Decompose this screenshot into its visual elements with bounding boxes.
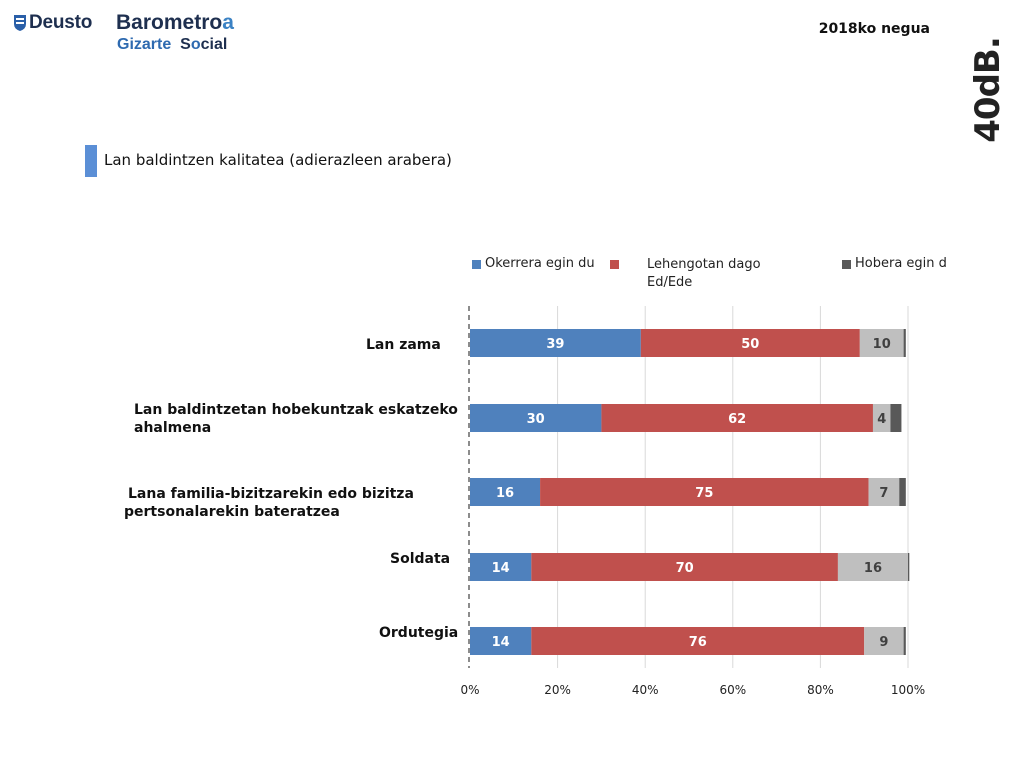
data-label: 16	[496, 486, 514, 501]
category-label-hobekuntzak: Lan baldintzetan hobekuntzak eskatzeko a…	[134, 402, 458, 436]
bar-segment	[908, 553, 910, 581]
barometro-main: Barometro	[116, 11, 223, 34]
deusto-shield-icon	[14, 15, 26, 31]
bar-segment	[470, 329, 641, 357]
legend-label-same: Lehengotan dago	[647, 257, 761, 272]
data-label: 14	[492, 635, 510, 650]
bar-segment	[601, 404, 873, 432]
bar-segment	[859, 329, 904, 357]
data-label: 16	[864, 561, 882, 576]
section-title: Lan baldintzen kalitatea (adierazleen ar…	[104, 151, 452, 169]
legend-label-better: Hobera egin d	[855, 256, 947, 271]
legend-swatch-better	[842, 260, 851, 269]
section-accent-bar	[85, 145, 97, 177]
barometro-wordmark: Barometroa	[116, 12, 234, 34]
bar-segment	[890, 404, 902, 432]
x-tick-label: 40%	[632, 683, 659, 697]
bar-segment	[531, 553, 838, 581]
category-label-familia: Lana familia-bizitzarekin edo bizitza pe…	[124, 486, 414, 520]
category-label-lan-zama: Lan zama	[366, 337, 441, 353]
legend-swatch-worse	[472, 260, 481, 269]
data-label: 50	[741, 337, 759, 352]
data-label: 39	[546, 337, 564, 352]
category-label-soldata: Soldata	[390, 551, 451, 567]
chart-legend: Okerrera egin du Lehengotan dago Ed/Ede H…	[470, 256, 970, 296]
bar-segment	[540, 478, 869, 506]
bar-segment	[903, 627, 906, 655]
data-label: 62	[728, 412, 746, 427]
bar-segment	[470, 404, 602, 432]
social-s: S	[180, 36, 191, 53]
bar-segment	[872, 404, 891, 432]
bar-segment	[899, 478, 906, 506]
deusto-wordmark: Deusto	[29, 12, 93, 33]
legend-item-worse: Okerrera egin du	[472, 256, 595, 271]
barometro-accent: a	[222, 11, 234, 34]
deusto-logo: Deusto	[14, 12, 92, 34]
bar-segment	[470, 478, 541, 506]
gizarte-text: Gizarte	[117, 36, 172, 53]
legend-item-same: Lehengotan dago Ed/Ede	[610, 256, 810, 292]
legend-swatch-same	[610, 260, 619, 269]
data-label: 9	[879, 635, 888, 650]
bar-segment	[903, 329, 906, 357]
legend-item-better: Hobera egin d	[842, 256, 947, 271]
social-o: o	[190, 36, 201, 53]
season-label: 2018ko negua	[818, 21, 930, 37]
bar-segment	[640, 329, 860, 357]
data-label: 30	[527, 412, 545, 427]
data-label: 70	[676, 561, 694, 576]
legend-label-nsnc: Ed/Ede	[647, 275, 693, 290]
social-rest: cial	[200, 36, 228, 53]
category-label-ordutegia: Ordutegia	[379, 625, 459, 641]
x-tick-label: 0%	[460, 683, 479, 697]
legend-label-worse: Okerrera egin du	[485, 256, 595, 271]
bar-segment	[837, 553, 908, 581]
x-tick-label: 20%	[544, 683, 571, 697]
data-label: 4	[877, 412, 886, 427]
data-label: 7	[879, 486, 888, 501]
bar-segment	[470, 627, 532, 655]
data-label: 14	[492, 561, 510, 576]
data-label: 76	[689, 635, 707, 650]
data-label: 75	[695, 486, 713, 501]
bar-segment	[531, 627, 865, 655]
bar-segment	[470, 553, 532, 581]
x-tick-label: 80%	[807, 683, 834, 697]
x-tick-label: 100%	[891, 683, 925, 697]
x-tick-label: 60%	[719, 683, 746, 697]
data-label: 10	[873, 337, 891, 352]
bar-segment	[868, 478, 900, 506]
gizarte-social-wordmark: Gizarte Social	[117, 36, 227, 54]
bar-segment	[864, 627, 904, 655]
